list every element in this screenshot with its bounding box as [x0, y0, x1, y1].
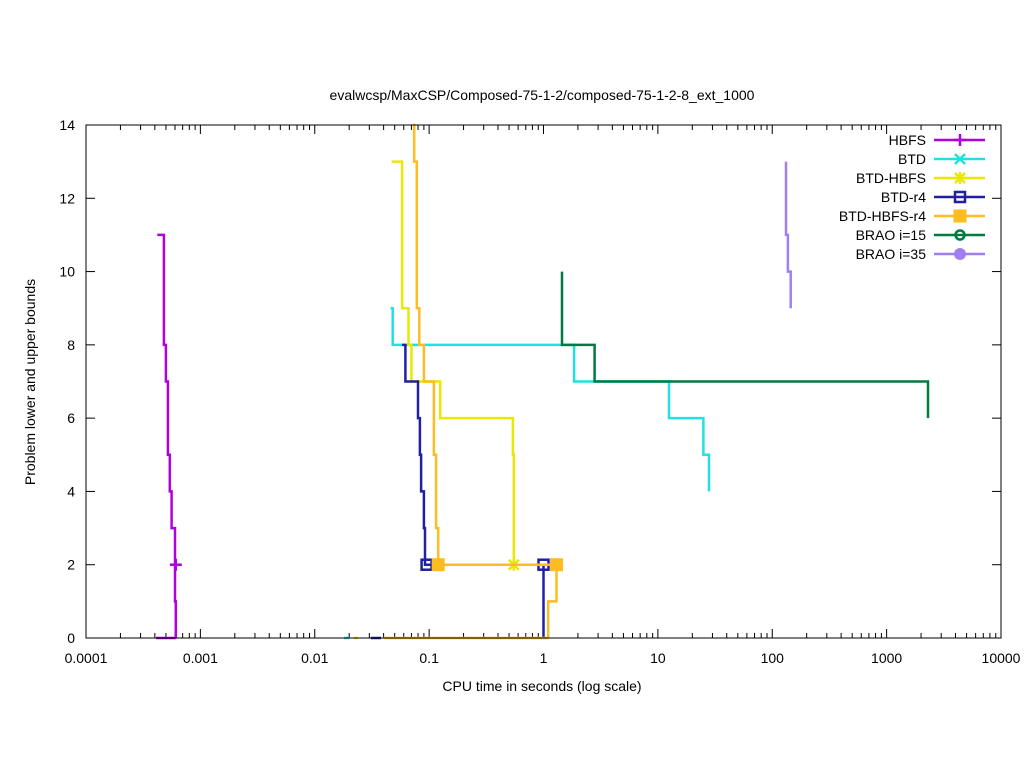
y-tick-label: 10	[59, 264, 75, 280]
legend-item: BTD	[898, 151, 985, 167]
plot-frame	[85, 124, 1002, 639]
legend-label: BTD-HBFS-r4	[839, 208, 926, 224]
legend-label: BTD-r4	[881, 189, 926, 205]
x-tick-label: 10000	[982, 650, 1021, 666]
legend-item: BTD-HBFS	[856, 170, 985, 186]
series-point	[431, 558, 445, 572]
y-tick-label: 8	[67, 337, 75, 353]
legend-item: BRAO i=35	[856, 246, 985, 262]
x-tick-label: 0.1	[419, 650, 439, 666]
legend-label: BRAO i=15	[856, 227, 927, 243]
legend-label: HBFS	[889, 132, 926, 148]
y-tick-labels: 0 2 4 6 8 10 12 14	[59, 117, 75, 646]
y-tick-label: 4	[67, 483, 75, 499]
x-tick-label: 1000	[871, 650, 902, 666]
marker-shape	[953, 190, 967, 204]
marker-shape	[954, 229, 966, 241]
x-tick-label: 10	[650, 650, 666, 666]
x-tick-label: 0.0001	[65, 650, 108, 666]
y-axis-title: Problem lower and upper bounds	[22, 279, 38, 485]
legend-marker	[954, 229, 966, 241]
series-point	[169, 558, 182, 571]
axis-ticks	[85, 124, 1002, 639]
chart-title: evalwcsp/MaxCSP/Composed-75-1-2/composed…	[330, 87, 755, 103]
series-6	[784, 161, 792, 309]
y-tick-label: 2	[67, 557, 75, 573]
series-point	[550, 558, 564, 572]
series-5	[560, 271, 930, 419]
marker-shape	[954, 248, 966, 260]
legend-marker	[953, 190, 967, 204]
legend-marker	[954, 248, 966, 260]
x-axis-title: CPU time in seconds (log scale)	[442, 678, 641, 694]
series-line	[391, 160, 516, 565]
marker-shape	[431, 558, 445, 572]
x-tick-label: 0.001	[183, 650, 218, 666]
legend-marker	[954, 153, 966, 165]
legend-item: BTD-HBFS-r4	[839, 208, 985, 224]
series-line	[784, 161, 792, 309]
legend-item: HBFS	[889, 132, 985, 148]
legend-marker	[953, 209, 967, 223]
y-tick-label: 12	[59, 190, 75, 206]
marker-shape	[420, 558, 433, 571]
x-tick-label: 100	[761, 650, 785, 666]
marker-stroke	[954, 153, 966, 165]
y-tick-label: 0	[67, 630, 75, 646]
legend-item: BRAO i=15	[856, 227, 985, 243]
legend-marker	[954, 172, 966, 184]
legend-label: BRAO i=35	[856, 246, 927, 262]
series-line	[157, 233, 178, 638]
x-tick-labels: 0.0001 0.001 0.01 0.1 1 10 100 1000 10000	[65, 650, 1021, 666]
legend-label: BTD-HBFS	[856, 170, 926, 186]
y-tick-label: 6	[67, 410, 75, 426]
marker-shape	[550, 558, 564, 572]
y-tick-label: 14	[59, 117, 75, 133]
x-tick-label: 1	[540, 650, 548, 666]
series-line	[560, 271, 930, 419]
legend-label: BTD	[898, 151, 926, 167]
marker-shape	[953, 209, 967, 223]
legend: HBFS BTD BTD-HBFS BTD-r4 BTD-HBFS-r4 BRAO i=1…	[839, 132, 985, 262]
legend-item: BTD-r4	[881, 189, 985, 205]
series-point	[420, 558, 433, 571]
legend-marker	[954, 134, 966, 146]
x-tick-label: 0.01	[301, 650, 328, 666]
